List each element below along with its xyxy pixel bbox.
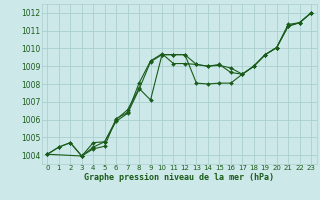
X-axis label: Graphe pression niveau de la mer (hPa): Graphe pression niveau de la mer (hPa) xyxy=(84,173,274,182)
